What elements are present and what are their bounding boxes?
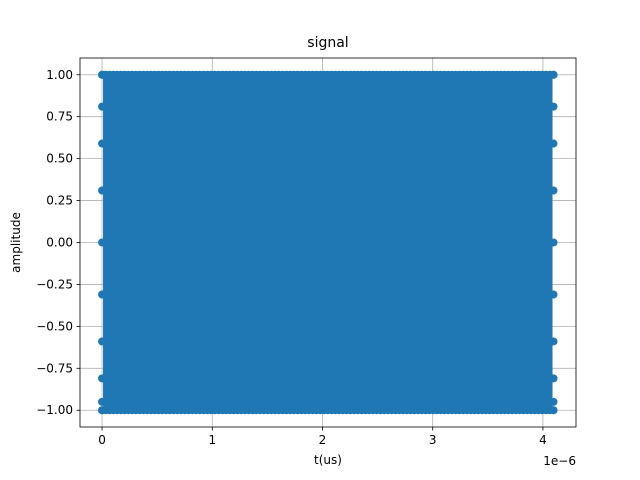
x-axis-offset-label: 1e−6 [543,454,576,468]
x-tick-label: 0 [98,433,106,447]
data-point [549,397,558,406]
data-point [549,337,558,346]
data-point [549,406,558,415]
y-tick-label: 0.25 [46,194,73,208]
y-tick-label: 0.75 [46,110,73,124]
data-point [98,374,107,383]
data-point [549,290,558,299]
x-tick-label: 1 [208,433,216,447]
data-series [98,70,558,415]
x-tick-label: 2 [319,433,327,447]
x-axis-ticks: 0 1 2 3 4 [98,427,547,447]
data-point [549,70,558,79]
data-point-band [103,74,553,411]
y-axis-title: amplitude [9,212,23,273]
data-point [98,397,107,406]
data-point [98,102,107,111]
y-tick-label: 0.00 [46,236,73,250]
y-tick-label: 1.00 [46,68,73,82]
data-point [98,186,107,195]
chart-title: signal [307,35,348,51]
x-tick-label: 4 [539,433,547,447]
data-point [549,139,558,148]
data-point [98,139,107,148]
data-point [98,337,107,346]
y-axis-ticks: −1.00 −0.75 −0.50 −0.25 0.00 0.25 0.50 0.75 1.00 [36,68,80,417]
data-point [549,102,558,111]
y-tick-label: −0.50 [36,319,73,333]
data-point [98,290,107,299]
data-point [549,238,558,247]
y-tick-label: −0.75 [36,361,73,375]
data-point [549,374,558,383]
y-tick-label: −1.00 [36,403,73,417]
x-axis-title: t(us) [314,453,342,467]
data-point [98,238,107,247]
data-point [549,186,558,195]
y-tick-label: 0.50 [46,152,73,166]
x-tick-label: 3 [429,433,437,447]
y-tick-label: −0.25 [36,277,73,291]
